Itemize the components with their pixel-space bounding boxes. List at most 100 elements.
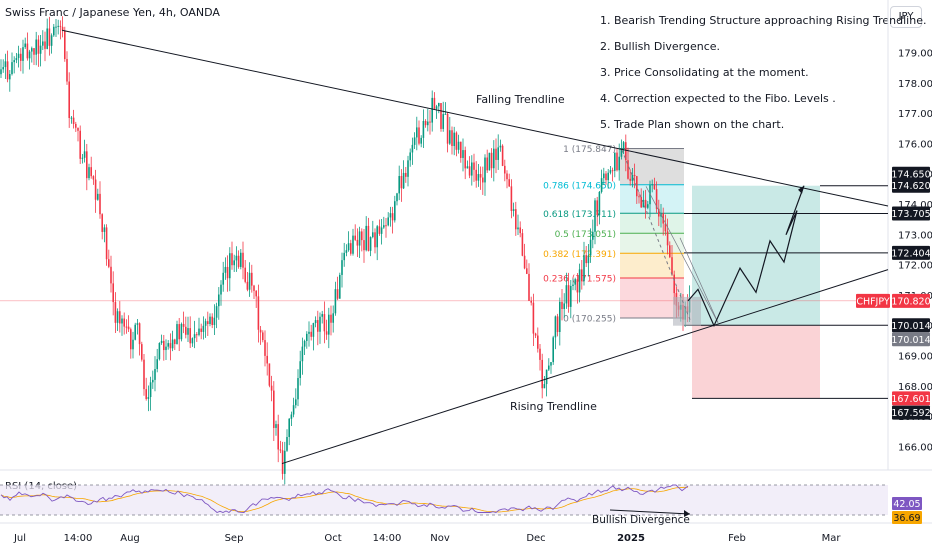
candle-body: [548, 365, 550, 370]
candle-body: [167, 343, 169, 347]
correction-channel-line: [645, 186, 719, 323]
candle-body: [400, 176, 403, 189]
rsi-line: [0, 484, 689, 514]
candle-body: [83, 151, 86, 158]
candle-body: [647, 204, 649, 208]
candle-body: [600, 178, 603, 192]
candle-body: [101, 214, 103, 232]
candle-body: [545, 369, 548, 385]
candle-body: [440, 103, 442, 129]
candle-body: [541, 359, 543, 389]
rsi-ma-value-bg: [892, 511, 922, 524]
y-tick-label: 172.000: [898, 261, 932, 272]
candle-body: [442, 114, 444, 129]
fib-level-label: 0.786 (174.650): [543, 181, 616, 191]
falling-trendline: [61, 29, 889, 207]
currency-selector[interactable]: JPY: [890, 6, 922, 28]
candle-body: [149, 382, 152, 398]
x-tick-label: 14:00: [373, 533, 402, 544]
candle-body: [578, 269, 581, 293]
candle-body: [455, 132, 458, 150]
falling-trendline-label: Falling Trendline: [476, 93, 565, 106]
candle-body: [64, 30, 66, 60]
candle-body: [262, 332, 264, 341]
candle-body: [576, 279, 579, 293]
candle-body: [270, 385, 273, 391]
candle-body: [629, 178, 631, 181]
candle-body: [554, 316, 557, 338]
candle-body: [233, 260, 235, 266]
candle-body: [213, 317, 216, 325]
candle-body: [248, 272, 251, 290]
candle-body: [515, 209, 517, 230]
candle-body: [559, 301, 561, 332]
projected-arrowhead: [798, 185, 804, 194]
x-tick-label: Oct: [324, 533, 341, 544]
candle-body: [490, 152, 493, 169]
candle-body: [191, 338, 194, 344]
candle-body: [594, 200, 596, 232]
candle-body: [411, 144, 414, 153]
candle-body: [499, 145, 502, 148]
candle-body: [477, 174, 480, 181]
candle-body: [321, 314, 323, 317]
candle-body: [26, 43, 29, 59]
candle-body: [66, 59, 68, 82]
x-tick-label: Dec: [526, 533, 545, 544]
price-axis-label: 174.620: [891, 181, 930, 192]
candle-body: [13, 60, 15, 63]
rising-trendline-label: Rising Trendline: [510, 400, 597, 413]
candle-body: [334, 289, 337, 314]
price-axis-label: 173.705: [891, 209, 930, 220]
consolidation-box: [673, 296, 701, 326]
candle-body: [182, 323, 185, 327]
candle-body: [387, 217, 389, 226]
price-axis-label-bg: [892, 332, 930, 347]
candle-body: [345, 250, 348, 253]
candle-body: [81, 157, 84, 159]
candle-body: [585, 255, 587, 264]
candle-body: [165, 346, 167, 351]
candle-body: [479, 174, 482, 178]
candle-body: [251, 272, 253, 286]
candle-body: [103, 227, 106, 232]
y-tick-label: 179.000: [898, 49, 932, 60]
candle-body: [616, 152, 618, 171]
candle-body: [301, 346, 304, 362]
candle-body: [61, 26, 64, 31]
candle-body: [68, 81, 70, 119]
candle-body: [231, 253, 233, 266]
candle-body: [53, 26, 55, 36]
candle-body: [259, 329, 262, 333]
candle-body: [504, 165, 506, 174]
candle-body: [438, 103, 440, 107]
candle-body: [4, 61, 7, 68]
rising-trendline: [281, 269, 889, 465]
candle-body: [354, 235, 356, 240]
candle-body: [605, 173, 607, 181]
fib-level-label: 0.5 (173.051): [555, 230, 616, 240]
candle-body: [433, 97, 436, 109]
candle-body: [48, 28, 51, 46]
candle-body: [176, 324, 178, 344]
note-2: 2. Bullish Divergence.: [600, 40, 721, 53]
candle-body: [169, 343, 172, 349]
candle-body: [57, 25, 59, 27]
candle-body: [268, 363, 271, 386]
candle-body: [655, 189, 658, 209]
candle-body: [281, 450, 284, 474]
price-axis-label: 167.601: [891, 394, 930, 405]
candle-body: [466, 166, 469, 169]
candle-body: [154, 368, 156, 380]
y-tick-label: 176.000: [898, 139, 932, 150]
candle-body: [567, 285, 570, 307]
candle-body: [528, 273, 530, 301]
candle-body: [288, 418, 290, 437]
candle-body: [464, 150, 466, 169]
candle-body: [512, 209, 515, 211]
candle-body: [427, 121, 429, 126]
candle-body: [229, 253, 231, 279]
candle-body: [152, 379, 154, 383]
candle-body: [312, 323, 315, 337]
